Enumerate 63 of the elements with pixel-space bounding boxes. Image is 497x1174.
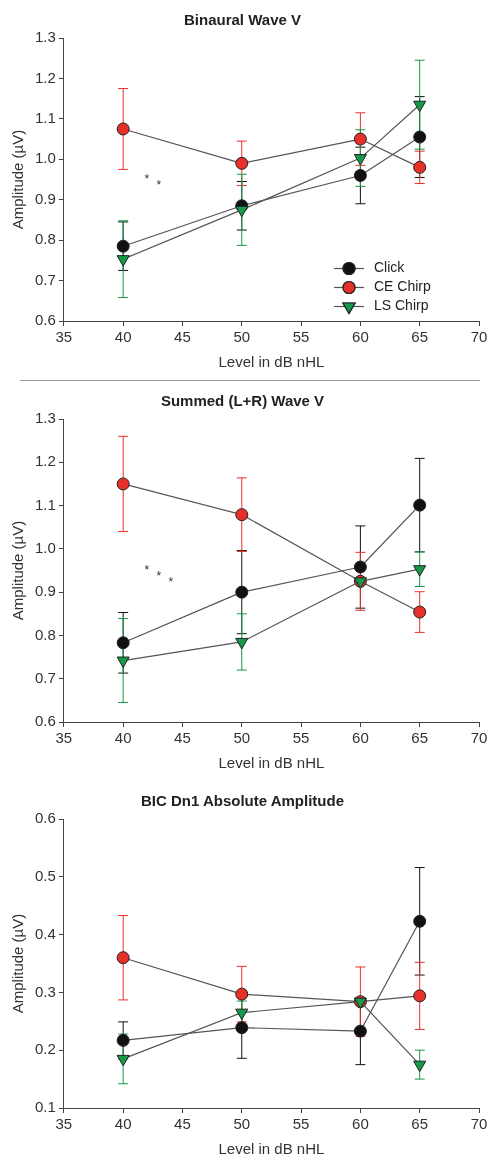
y-tick-label: 0.5 — [34, 866, 56, 884]
annotation: * — [144, 562, 150, 577]
annotation: * — [168, 574, 174, 589]
x-tick-label: 35 — [55, 1115, 73, 1133]
y-tick-label: 1.1 — [34, 109, 56, 126]
x-tick-label: 70 — [470, 1115, 488, 1133]
x-axis-title: Level in dB nHL — [218, 353, 325, 371]
x-tick-label: 65 — [411, 328, 429, 346]
y-tick-label: 1.3 — [34, 28, 56, 46]
x-tick-label: 55 — [292, 729, 310, 747]
y-tick-label: 0.1 — [34, 1098, 56, 1116]
y-axis-title: Amplitude (µV) — [9, 520, 27, 621]
x-tick-label: 50 — [233, 1115, 251, 1133]
y-tick-label: 0.8 — [34, 625, 56, 643]
legend-label: LS Chirp — [374, 297, 429, 314]
annotation: * — [156, 177, 162, 192]
x-tick-label: 45 — [174, 1115, 191, 1133]
y-tick-label: 1.3 — [34, 409, 56, 427]
x-tick-label: 60 — [352, 1115, 369, 1133]
x-tick-label: 50 — [233, 729, 251, 747]
annotation: * — [144, 171, 150, 186]
chart-title: Binaural Wave V — [184, 11, 301, 29]
annotation: * — [156, 568, 162, 583]
x-tick-label: 60 — [352, 328, 369, 346]
x-tick-label: 50 — [233, 328, 251, 346]
y-axis-title: Amplitude (µV) — [9, 913, 27, 1014]
x-tick-label: 55 — [292, 328, 310, 346]
y-tick-label: 0.6 — [34, 311, 56, 329]
x-axis-title: Level in dB nHL — [218, 1140, 325, 1158]
x-tick-label: 55 — [292, 1115, 310, 1133]
x-tick-label: 35 — [55, 729, 73, 747]
x-tick-label: 40 — [114, 1115, 132, 1133]
y-tick-label: 0.7 — [34, 270, 56, 288]
y-tick-label: 1.2 — [34, 452, 56, 470]
y-tick-label: 0.7 — [34, 668, 56, 686]
y-tick-label: 0.9 — [34, 189, 56, 207]
x-tick-label: 40 — [114, 328, 132, 346]
y-axis-title: Amplitude (µV) — [9, 129, 27, 230]
legend-label: Click — [374, 259, 406, 276]
x-tick-label: 70 — [470, 328, 488, 346]
x-tick-label: 40 — [114, 729, 132, 747]
y-tick-label: 1.2 — [34, 68, 56, 86]
y-tick-label: 0.2 — [34, 1040, 56, 1058]
x-tick-label: 60 — [352, 729, 369, 747]
x-tick-label: 65 — [411, 1115, 429, 1133]
x-tick-label: 45 — [174, 729, 191, 747]
x-tick-label: 65 — [411, 729, 429, 747]
chart-title: BIC Dn1 Absolute Amplitude — [140, 792, 345, 810]
y-tick-label: 1.0 — [34, 539, 56, 556]
chart-title: Summed (L+R) Wave V — [160, 392, 325, 410]
y-tick-label: 0.3 — [34, 982, 56, 1000]
y-tick-label: 0.8 — [34, 230, 56, 248]
y-tick-label: 1.1 — [34, 495, 56, 513]
y-tick-label: 1.0 — [34, 149, 56, 167]
y-tick-label: 0.4 — [34, 924, 56, 942]
legend-label: CE Chirp — [374, 278, 432, 295]
x-tick-label: 45 — [174, 328, 191, 346]
y-tick-label: 0.6 — [34, 712, 56, 730]
x-tick-label: 35 — [55, 328, 73, 346]
x-axis-title: Level in dB nHL — [218, 754, 325, 772]
y-tick-label: 0.9 — [34, 582, 56, 600]
x-tick-label: 70 — [470, 729, 488, 747]
y-tick-label: 0.6 — [34, 809, 56, 827]
